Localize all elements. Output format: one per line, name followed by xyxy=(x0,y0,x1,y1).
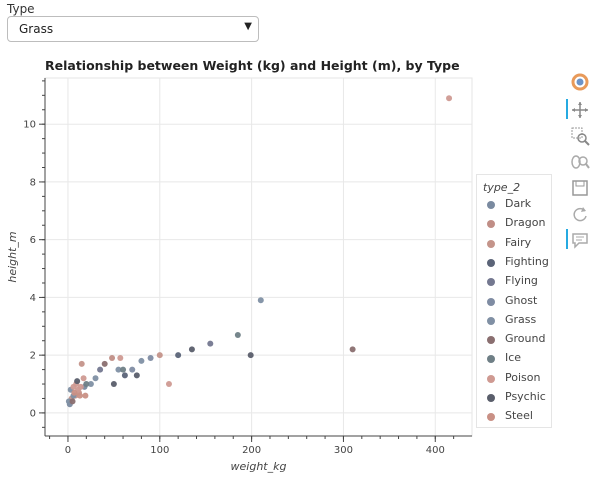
box-zoom-tool-icon[interactable] xyxy=(566,124,592,146)
scatter-point-fairy xyxy=(78,360,85,367)
legend-item-dragon: Dragon xyxy=(477,215,551,233)
scatter-point-poison xyxy=(117,355,124,362)
plot-toolbar xyxy=(566,70,594,260)
wheel-zoom-tool-icon[interactable] xyxy=(566,150,592,172)
scatter-point-flying xyxy=(207,340,214,347)
chevron-down-icon: ▼ xyxy=(244,21,252,32)
legend: type_2 Dark Dragon Fairy Fighting Flying Ghos… xyxy=(476,174,552,428)
scatter-point-ghost xyxy=(147,355,154,362)
legend-item-ice: Ice xyxy=(477,350,551,368)
scatter-point-psychic xyxy=(247,352,254,359)
legend-swatch xyxy=(487,297,495,306)
scatter-point-grass xyxy=(257,297,264,304)
scatter-point-flying xyxy=(97,366,104,373)
legend-swatch xyxy=(487,201,495,209)
scatter-point-dragon xyxy=(109,355,116,362)
legend-item-fairy: Fairy xyxy=(477,235,551,253)
legend-swatch xyxy=(487,355,495,364)
scatter-point-ground xyxy=(349,346,356,353)
x-tick-label: 200 xyxy=(242,445,261,456)
legend-label: Dragon xyxy=(505,216,546,230)
scatter-point-grass xyxy=(92,375,99,382)
scatter-point-poison xyxy=(165,381,172,388)
legend-item-grass: Grass xyxy=(477,312,551,330)
x-tick-label: 400 xyxy=(426,445,445,456)
y-tick-label: 0 xyxy=(30,408,36,419)
scatter-point-grass xyxy=(138,357,145,364)
legend-item-psychic: Psychic xyxy=(477,389,551,407)
scatter-point-ground xyxy=(69,398,76,405)
legend-swatch xyxy=(487,413,495,422)
legend-item-ground: Ground xyxy=(477,331,551,349)
scatter-point-psychic xyxy=(110,381,117,388)
scatter-point-psychic xyxy=(133,372,140,379)
scatter-point-fighting xyxy=(121,372,128,379)
legend-swatch xyxy=(487,394,495,402)
legend-label: Fairy xyxy=(505,235,532,249)
scatter-point-poison xyxy=(80,375,87,382)
legend-title: type_2 xyxy=(483,181,521,194)
type-select-value: Grass xyxy=(19,22,54,36)
y-tick-label: 4 xyxy=(30,293,36,304)
scatter-point-poison xyxy=(77,383,84,390)
legend-swatch xyxy=(487,220,495,229)
chart-title: Relationship between Weight (kg) and Hei… xyxy=(45,58,460,73)
scatter-point-steel xyxy=(76,392,83,399)
legend-item-fighting: Fighting xyxy=(477,254,551,272)
legend-label: Steel xyxy=(505,409,533,423)
scatter-point-steel xyxy=(71,389,78,396)
legend-label: Poison xyxy=(505,370,541,384)
scatter-point-grass xyxy=(87,381,94,388)
x-axis-label: weight_kg xyxy=(231,460,287,473)
reset-tool-icon[interactable] xyxy=(566,202,592,224)
legend-item-steel: Steel xyxy=(477,408,551,426)
legend-swatch xyxy=(487,239,495,248)
y-tick-label: 10 xyxy=(23,120,36,131)
scatter-point-ice xyxy=(120,366,127,373)
legend-swatch xyxy=(487,374,495,383)
legend-label: Ice xyxy=(505,351,522,365)
scatter-point-ice xyxy=(234,331,241,338)
x-tick-label: 300 xyxy=(334,445,353,456)
x-tick-label: 100 xyxy=(150,445,169,456)
scatter-point-fighting xyxy=(175,352,182,359)
save-tool-icon[interactable] xyxy=(566,176,592,198)
legend-label: Dark xyxy=(505,197,532,210)
legend-label: Psychic xyxy=(505,390,546,403)
plot-frame xyxy=(44,77,473,437)
y-tick-label: 8 xyxy=(30,177,36,188)
bokeh-logo-icon[interactable] xyxy=(566,70,592,92)
y-tick-label: 6 xyxy=(30,235,36,246)
type-select-label: Type xyxy=(7,2,35,16)
legend-swatch xyxy=(487,258,495,267)
legend-item-poison: Poison xyxy=(477,370,551,388)
pan-tool-icon[interactable] xyxy=(566,98,592,120)
scatter-point-grass xyxy=(115,366,122,373)
legend-label: Fighting xyxy=(505,254,549,268)
legend-swatch xyxy=(487,278,495,287)
legend-label: Flying xyxy=(505,274,538,288)
legend-label: Ground xyxy=(505,332,546,346)
y-axis-label: height_m xyxy=(6,231,19,282)
y-tick-label: 2 xyxy=(30,351,36,362)
legend-swatch xyxy=(487,316,495,325)
legend-swatch xyxy=(487,336,495,345)
legend-item-flying: Flying xyxy=(477,273,551,291)
scatter-point-ground xyxy=(101,360,108,367)
scatter-point-psychic xyxy=(74,378,81,385)
hover-tool-icon[interactable] xyxy=(566,228,592,250)
scatter-point-ice xyxy=(83,381,90,388)
type-select[interactable]: Grass ▼ xyxy=(7,16,259,42)
scatter-point-fairy xyxy=(156,352,163,359)
scatter-point-psychic xyxy=(188,346,195,353)
legend-item-ghost: Ghost xyxy=(477,293,551,311)
legend-label: Grass xyxy=(505,312,537,326)
x-tick-label: 0 xyxy=(65,445,71,456)
legend-item-dark: Dark xyxy=(477,196,551,214)
scatter-point-steel xyxy=(82,392,89,399)
scatter-point-poison xyxy=(446,95,453,102)
scatter-point-ghost xyxy=(129,366,136,373)
legend-label: Ghost xyxy=(505,293,538,307)
